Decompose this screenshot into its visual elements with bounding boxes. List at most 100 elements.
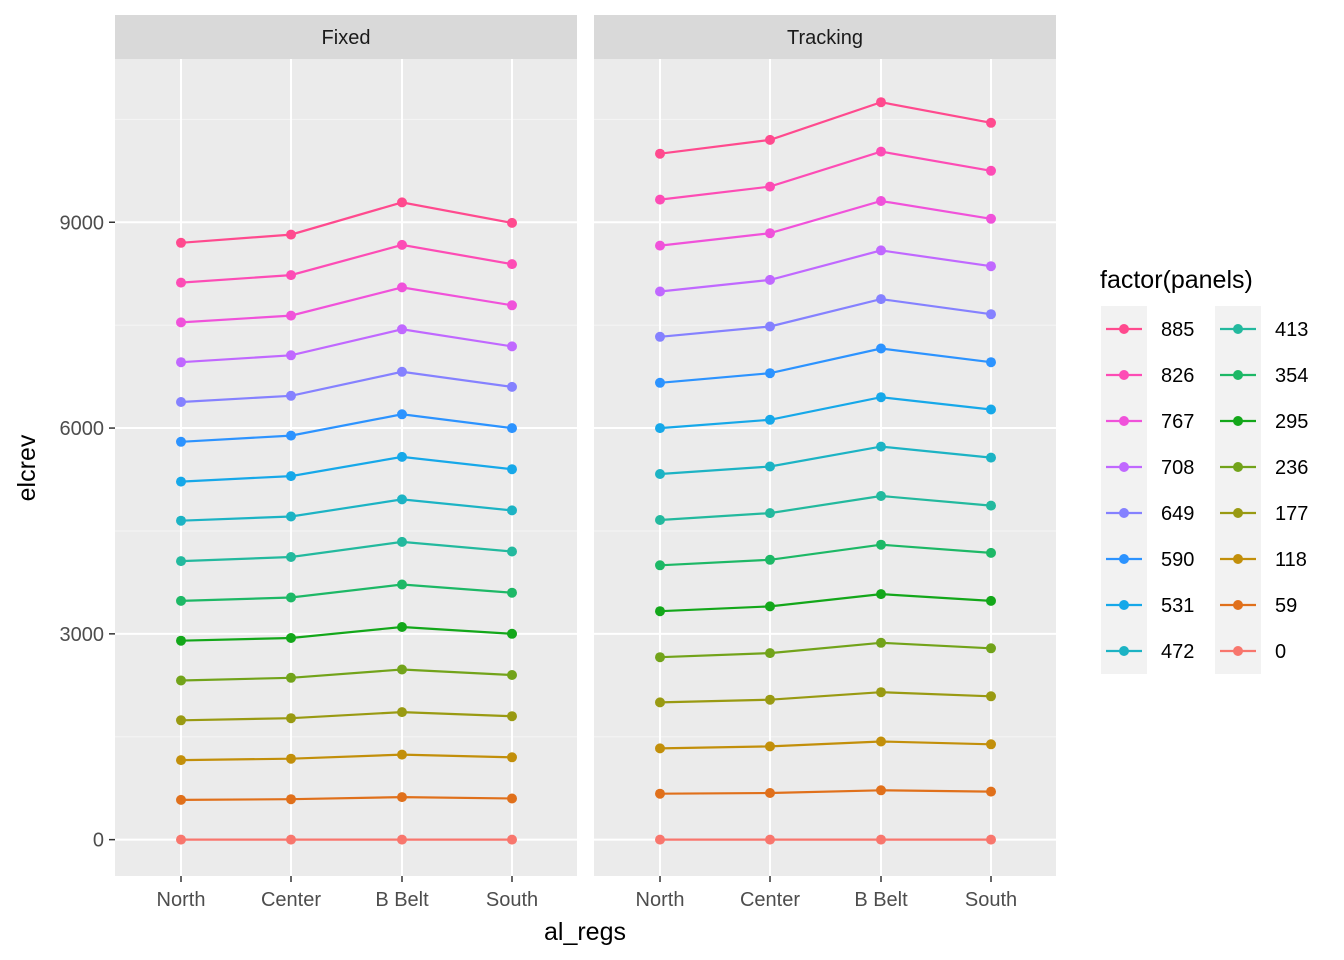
data-point	[397, 409, 407, 420]
x-tick-label: South	[486, 889, 538, 911]
series-line	[659, 691, 992, 704]
x-tick-label: North	[157, 889, 206, 911]
legend-label: 531	[1161, 595, 1194, 617]
series-708	[176, 324, 517, 368]
x-axis-title: al_regs	[544, 918, 626, 946]
legend-key-background	[1101, 306, 1147, 674]
data-point	[655, 697, 665, 708]
data-point	[397, 451, 407, 462]
legend-key-point	[1233, 508, 1243, 518]
series-826	[655, 146, 996, 205]
series-236	[176, 664, 517, 686]
legend-key-point	[1119, 416, 1129, 426]
data-point	[176, 595, 186, 606]
legend-key-point	[1119, 554, 1129, 564]
legend-key-point	[1119, 600, 1129, 610]
data-point	[397, 494, 407, 505]
series-590	[655, 343, 996, 388]
data-point	[765, 554, 775, 565]
series-line	[180, 668, 513, 682]
series-413	[176, 536, 517, 567]
data-point	[876, 785, 886, 796]
legend-label: 354	[1275, 365, 1308, 387]
series-line	[180, 710, 513, 722]
series-531	[176, 451, 517, 487]
y-tick-label: 6000	[60, 418, 105, 440]
series-line	[180, 753, 513, 762]
series-line	[659, 297, 992, 338]
series-line	[180, 370, 513, 404]
series-line	[659, 101, 992, 155]
data-point	[655, 286, 665, 297]
x-tick-label: North	[636, 889, 685, 911]
x-tick-label: Center	[261, 889, 321, 911]
legend-label: 885	[1161, 319, 1194, 341]
legend-label: 295	[1275, 411, 1308, 433]
series-line	[180, 413, 513, 443]
data-point	[507, 217, 517, 228]
legend-key-point	[1233, 462, 1243, 472]
data-point	[876, 834, 886, 845]
data-point	[876, 392, 886, 403]
data-point	[876, 491, 886, 501]
series-line	[659, 592, 992, 613]
series-line	[659, 641, 992, 659]
data-point	[286, 270, 296, 281]
data-point	[397, 366, 407, 377]
series-59	[655, 785, 996, 799]
legend-label: 649	[1161, 503, 1194, 525]
y-tick-label: 0	[93, 830, 104, 852]
data-point	[286, 229, 296, 240]
series-0	[655, 834, 996, 845]
legend-key-point	[1233, 324, 1243, 334]
legend-label: 708	[1161, 457, 1194, 479]
data-point	[286, 834, 296, 845]
data-point	[765, 788, 775, 798]
series-649	[176, 366, 517, 407]
series-413	[655, 491, 996, 525]
legend-item-413: 413	[1220, 319, 1308, 341]
data-point	[176, 635, 186, 646]
panel-strip-label: Fixed	[322, 27, 371, 49]
series-236	[655, 637, 996, 663]
data-point	[286, 552, 296, 562]
legend-label: 177	[1275, 503, 1308, 525]
series-line	[180, 540, 513, 563]
data-point	[397, 197, 407, 208]
series-line	[659, 396, 992, 430]
legend-item-531: 531	[1106, 595, 1194, 617]
panel-tracking: Tracking North Center B Belt South	[594, 15, 1056, 911]
data-point	[876, 637, 886, 648]
legend-item-767: 767	[1106, 411, 1194, 433]
data-point	[176, 794, 186, 805]
series-line	[659, 494, 992, 522]
legend-item-885: 885	[1106, 319, 1194, 341]
series-line	[180, 583, 513, 602]
data-point	[286, 633, 296, 643]
data-point	[986, 213, 996, 224]
data-point	[176, 317, 186, 328]
data-point	[507, 341, 517, 352]
series-354	[176, 579, 517, 606]
legend-label: 767	[1161, 411, 1194, 433]
data-point	[286, 430, 296, 441]
data-point	[876, 97, 886, 108]
data-point	[286, 471, 296, 482]
data-point	[765, 508, 775, 519]
data-point	[176, 834, 186, 845]
data-point	[765, 601, 775, 612]
data-point	[286, 310, 296, 321]
data-point	[655, 515, 665, 525]
data-point	[655, 240, 665, 251]
data-point	[397, 792, 407, 803]
series-line	[180, 286, 513, 324]
data-point	[986, 643, 996, 654]
data-point	[986, 691, 996, 702]
data-point	[397, 664, 407, 675]
x-tick-label: Center	[740, 889, 800, 911]
legend-key-point	[1119, 646, 1129, 656]
data-point	[507, 793, 517, 804]
data-point	[655, 469, 665, 479]
data-point	[286, 672, 296, 683]
data-point	[986, 404, 996, 415]
